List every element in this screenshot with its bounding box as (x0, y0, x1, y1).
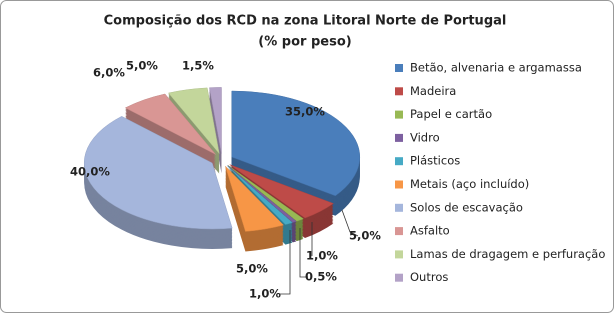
legend-swatch (395, 273, 403, 282)
data-label: 6,0% (93, 66, 125, 80)
chart-subtitle: (% por peso) (258, 35, 351, 50)
legend-swatch (395, 133, 403, 142)
pie-slice (227, 165, 293, 225)
legend-label: Lamas de dragagem e perfuração (410, 247, 605, 261)
legend-swatch (395, 227, 403, 236)
pie-slice (225, 166, 284, 232)
pie-slice (228, 165, 304, 222)
legend-label: Papel e cartão (410, 107, 492, 121)
data-label: 1,0% (306, 249, 338, 263)
legend-label: Solos de escavação (410, 200, 523, 214)
pie-slice (83, 116, 233, 230)
legend-swatch (395, 64, 403, 72)
legend-label: Plásticos (410, 154, 460, 168)
legend-swatch (395, 250, 403, 259)
leader-line (341, 209, 359, 237)
pie-slice (209, 87, 222, 154)
pie-slice (124, 93, 217, 155)
data-label: 1,0% (249, 287, 281, 301)
legend-label: Outros (410, 270, 448, 284)
data-label: 35,0% (285, 105, 325, 119)
leader-line (299, 228, 308, 278)
pie-slice (229, 164, 334, 219)
legend-swatch (395, 110, 403, 119)
data-label: 1,5% (182, 59, 214, 73)
data-label: 0,5% (305, 270, 337, 284)
data-label: 5,0% (126, 59, 158, 73)
pie-slice (231, 90, 360, 197)
chart-title: Composição dos RCD na zona Litoral Norte… (104, 14, 507, 29)
leader-line (280, 230, 291, 295)
legend-swatch (395, 180, 403, 189)
legend-swatch (395, 87, 403, 96)
legend-label: Vidro (410, 130, 440, 144)
data-label: 40,0% (70, 165, 110, 179)
legend-label: Metais (aço incluído) (410, 177, 529, 191)
pie-slice (167, 87, 220, 155)
legend-label: Betão, alvenaria e argamassa (410, 61, 582, 75)
pie-slice (227, 165, 297, 223)
legend-label: Asfalto (410, 224, 450, 238)
legend-swatch (395, 157, 403, 166)
legend-swatch (395, 203, 403, 212)
data-label: 5,0% (236, 262, 268, 276)
legend-label: Madeira (410, 84, 456, 98)
data-label: 5,0% (349, 229, 381, 243)
